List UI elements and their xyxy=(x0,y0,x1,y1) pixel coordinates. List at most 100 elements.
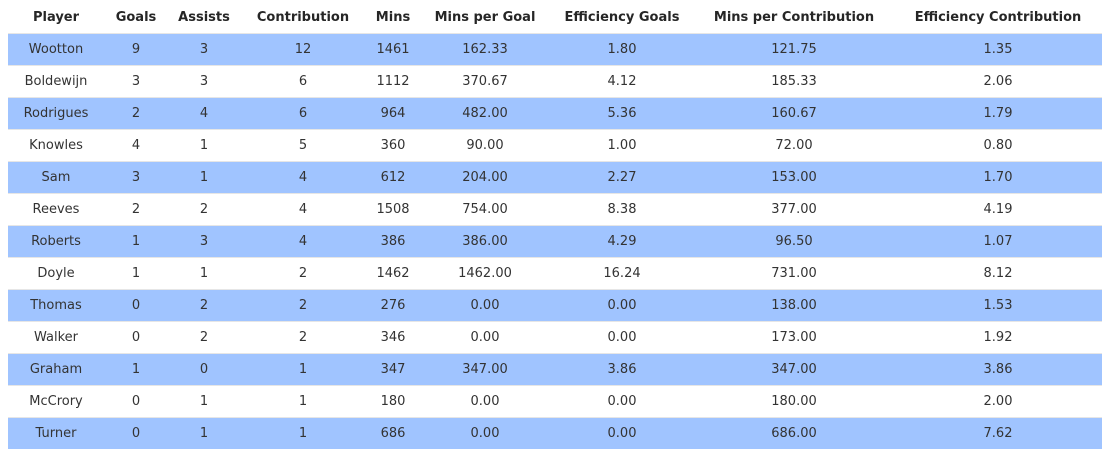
player-cell: Boldewijn xyxy=(8,66,104,98)
stat-cell: 2 xyxy=(240,258,366,290)
stat-cell: 1.70 xyxy=(894,162,1102,194)
stat-cell: 8.38 xyxy=(550,194,694,226)
stat-cell: 185.33 xyxy=(694,66,894,98)
player-cell: Rodrigues xyxy=(8,98,104,130)
stat-cell: 1462.00 xyxy=(420,258,550,290)
stat-cell: 370.67 xyxy=(420,66,550,98)
stat-cell: 0.00 xyxy=(550,290,694,322)
column-header: Contribution xyxy=(240,2,366,34)
stat-cell: 0.00 xyxy=(420,386,550,418)
stat-cell: 162.33 xyxy=(420,34,550,66)
stat-cell: 2 xyxy=(168,322,240,354)
column-header: Goals xyxy=(104,2,168,34)
stat-cell: 2.06 xyxy=(894,66,1102,98)
stat-cell: 0.00 xyxy=(550,386,694,418)
stat-cell: 0 xyxy=(104,418,168,449)
stat-cell: 2 xyxy=(104,98,168,130)
stat-cell: 2.27 xyxy=(550,162,694,194)
stat-cell: 2 xyxy=(168,194,240,226)
stat-cell: 3 xyxy=(104,162,168,194)
stat-cell: 153.00 xyxy=(694,162,894,194)
stat-cell: 4 xyxy=(240,162,366,194)
stat-cell: 1.92 xyxy=(894,322,1102,354)
stat-cell: 160.67 xyxy=(694,98,894,130)
stat-cell: 1 xyxy=(168,130,240,162)
stat-cell: 1 xyxy=(104,258,168,290)
stat-cell: 347 xyxy=(366,354,420,386)
stat-cell: 0.00 xyxy=(420,322,550,354)
stat-cell: 386 xyxy=(366,226,420,258)
stat-cell: 0.00 xyxy=(550,322,694,354)
stat-cell: 16.24 xyxy=(550,258,694,290)
column-header: Assists xyxy=(168,2,240,34)
stat-cell: 276 xyxy=(366,290,420,322)
stat-cell: 731.00 xyxy=(694,258,894,290)
stat-cell: 4 xyxy=(240,194,366,226)
stat-cell: 4 xyxy=(104,130,168,162)
stat-cell: 90.00 xyxy=(420,130,550,162)
stat-cell: 4 xyxy=(240,226,366,258)
stat-cell: 1461 xyxy=(366,34,420,66)
stat-cell: 6 xyxy=(240,98,366,130)
stat-cell: 1 xyxy=(240,354,366,386)
stat-cell: 2.00 xyxy=(894,386,1102,418)
stat-cell: 754.00 xyxy=(420,194,550,226)
stat-cell: 0.00 xyxy=(550,418,694,449)
stat-cell: 0 xyxy=(104,322,168,354)
stat-cell: 1 xyxy=(240,386,366,418)
stat-cell: 8.12 xyxy=(894,258,1102,290)
stat-cell: 2 xyxy=(104,194,168,226)
stat-cell: 204.00 xyxy=(420,162,550,194)
stat-cell: 1112 xyxy=(366,66,420,98)
stat-cell: 482.00 xyxy=(420,98,550,130)
stat-cell: 386.00 xyxy=(420,226,550,258)
stat-cell: 0.00 xyxy=(420,418,550,449)
player-cell: Reeves xyxy=(8,194,104,226)
stat-cell: 0.00 xyxy=(420,290,550,322)
stat-cell: 180.00 xyxy=(694,386,894,418)
player-cell: Walker xyxy=(8,322,104,354)
column-header: Efficiency Contribution xyxy=(894,2,1102,34)
stat-cell: 3 xyxy=(104,66,168,98)
player-cell: Knowles xyxy=(8,130,104,162)
stat-cell: 1.07 xyxy=(894,226,1102,258)
player-cell: Turner xyxy=(8,418,104,449)
stat-cell: 686.00 xyxy=(694,418,894,449)
stat-cell: 1462 xyxy=(366,258,420,290)
stat-cell: 5 xyxy=(240,130,366,162)
stat-cell: 121.75 xyxy=(694,34,894,66)
stat-cell: 5.36 xyxy=(550,98,694,130)
stat-cell: 72.00 xyxy=(694,130,894,162)
stat-cell: 3.86 xyxy=(894,354,1102,386)
stat-cell: 360 xyxy=(366,130,420,162)
stat-cell: 138.00 xyxy=(694,290,894,322)
player-cell: McCrory xyxy=(8,386,104,418)
stat-cell: 9 xyxy=(104,34,168,66)
stat-cell: 347.00 xyxy=(420,354,550,386)
stat-cell: 173.00 xyxy=(694,322,894,354)
stat-cell: 3 xyxy=(168,34,240,66)
player-cell: Roberts xyxy=(8,226,104,258)
stat-cell: 1 xyxy=(240,418,366,449)
stat-cell: 612 xyxy=(366,162,420,194)
stat-cell: 3 xyxy=(168,66,240,98)
stat-cell: 1.00 xyxy=(550,130,694,162)
column-header: Mins per Goal xyxy=(420,2,550,34)
stat-cell: 1.53 xyxy=(894,290,1102,322)
stat-cell: 1 xyxy=(168,258,240,290)
column-header: Mins xyxy=(366,2,420,34)
stat-cell: 347.00 xyxy=(694,354,894,386)
